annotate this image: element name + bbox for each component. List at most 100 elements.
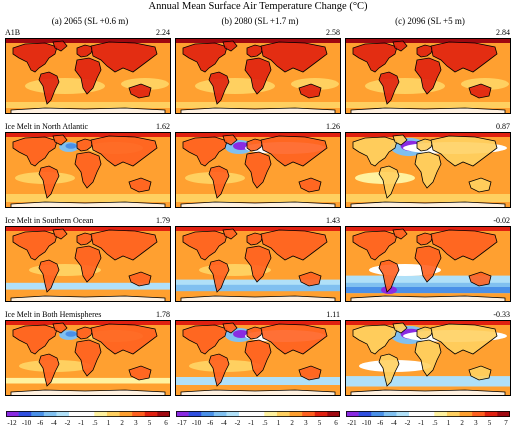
continent-outline	[414, 151, 442, 189]
continent-outline	[416, 44, 434, 58]
colorbar-tick-label: -2	[234, 419, 241, 427]
continent-outline	[416, 232, 434, 246]
continent-outline	[378, 71, 400, 105]
colorbar-tick-label: 2	[290, 419, 294, 427]
continent-outline	[468, 177, 492, 193]
anomaly-region	[175, 320, 341, 325]
colorbar-2065	[6, 411, 170, 417]
colorbar-swatch	[371, 411, 385, 417]
colorbar-swatch	[472, 411, 486, 417]
colorbar-swatch	[43, 411, 57, 417]
anomaly-region	[5, 102, 171, 108]
panel-frame	[345, 132, 511, 208]
anomaly-region	[65, 331, 77, 337]
continent-outline	[350, 107, 506, 114]
continent-outline	[260, 135, 328, 167]
continent-outline	[10, 201, 166, 208]
continent-outline	[352, 230, 398, 261]
continent-outline	[244, 151, 272, 189]
colorbar-swatch	[276, 411, 290, 417]
anomaly-region	[345, 102, 511, 108]
continent-outline	[392, 228, 408, 240]
continent-outline	[128, 365, 152, 381]
colorbar-tick-label: .5	[92, 419, 98, 427]
global-mean-na-2096: 0.87	[496, 122, 510, 131]
panel-frame	[345, 320, 511, 396]
colorbar-swatch	[289, 411, 303, 417]
colorbar-swatch	[213, 411, 227, 417]
colorbar-tick-label: -4	[220, 419, 227, 427]
map-panel-a1b-2080	[175, 38, 341, 114]
continent-outline	[10, 107, 166, 114]
colorbar-tick-label: -6	[37, 419, 44, 427]
continent-outline	[208, 353, 230, 387]
colorbar-swatch	[434, 411, 448, 417]
anomaly-region	[65, 143, 77, 149]
colorbar-tick-label: 3	[304, 419, 308, 427]
continent-outline	[298, 177, 322, 193]
global-mean-a1b-2096: 2.84	[496, 28, 510, 37]
panel-frame	[5, 226, 171, 302]
anomaly-region	[175, 284, 341, 292]
global-mean-both-2096: -0.33	[493, 310, 510, 319]
global-mean-so-2080: 1.43	[326, 216, 340, 225]
colorbar-swatch	[226, 411, 240, 417]
colorbar-tick-label: -6	[207, 419, 214, 427]
continent-outline	[38, 353, 60, 387]
colorbar-tick-label: -10	[21, 419, 32, 427]
panel-frame	[175, 226, 341, 302]
continent-outline	[298, 365, 322, 381]
colorbar-tick-label: 7	[504, 419, 508, 427]
continent-outline	[352, 324, 398, 355]
panel-frame	[5, 132, 171, 208]
colorbar-swatch	[396, 411, 410, 417]
continent-outline	[52, 228, 68, 240]
map-panel-both-hemispheres-2080	[175, 320, 341, 396]
continent-outline	[414, 245, 442, 283]
colorbar-swatch	[106, 411, 120, 417]
continent-outline	[298, 271, 322, 287]
continent-outline	[74, 245, 102, 283]
row-label-both-hemispheres: Ice Melt in Both Hemispheres	[5, 310, 102, 319]
continent-outline	[430, 41, 498, 73]
continent-outline	[12, 42, 58, 73]
anomaly-region	[175, 226, 341, 231]
anomaly-region	[5, 377, 171, 384]
colorbar-tick-label: -10	[361, 419, 372, 427]
colorbar-swatch	[497, 411, 510, 417]
continent-outline	[128, 177, 152, 193]
colorbar-swatch	[239, 411, 252, 417]
anomaly-region	[5, 194, 171, 202]
map-panel-southern-ocean-2065	[5, 226, 171, 302]
colorbar-swatch	[201, 411, 215, 417]
continent-outline	[414, 57, 442, 95]
panel-frame	[175, 38, 341, 114]
continent-outline	[222, 134, 238, 146]
continent-outline	[350, 389, 506, 396]
map-panel-north-atlantic-2080	[175, 132, 341, 208]
anomaly-region	[5, 286, 171, 290]
continent-outline	[38, 71, 60, 105]
anomaly-region	[175, 132, 341, 137]
continent-outline	[352, 136, 398, 167]
global-mean-na-2065: 1.62	[156, 122, 170, 131]
colorbar-tick-label: .5	[432, 419, 438, 427]
continent-outline	[128, 83, 152, 99]
colorbar-tick-label: -1	[418, 419, 425, 427]
anomaly-region	[5, 282, 171, 288]
colorbar-tick-label: -2	[404, 419, 411, 427]
figure-title: Annual Mean Surface Air Temperature Chan…	[148, 1, 368, 12]
global-mean-so-2065: 1.79	[156, 216, 170, 225]
continent-outline	[208, 259, 230, 293]
continent-outline	[416, 138, 434, 152]
continent-outline	[76, 44, 94, 58]
colorbar-swatch	[18, 411, 32, 417]
anomaly-region	[345, 194, 511, 202]
colorbar-swatch	[346, 411, 359, 417]
continent-outline	[76, 232, 94, 246]
column-heading-b: (b) 2080 (SL +1.7 m)	[221, 16, 299, 26]
continent-outline	[182, 230, 228, 261]
continent-outline	[244, 245, 272, 283]
panel-frame	[175, 132, 341, 208]
continent-outline	[52, 40, 68, 52]
